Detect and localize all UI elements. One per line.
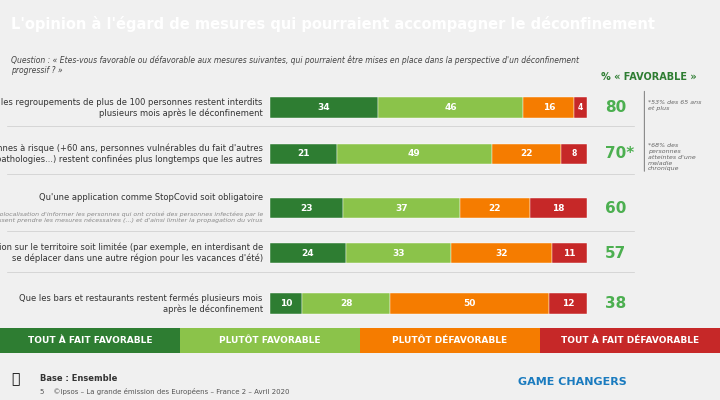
Bar bbox=[492, 144, 562, 164]
Text: Base : Ensemble: Base : Ensemble bbox=[40, 374, 117, 382]
Bar bbox=[302, 294, 390, 314]
Text: 18: 18 bbox=[552, 204, 564, 213]
Text: 70*: 70* bbox=[605, 146, 634, 161]
Text: Qu'une application comme StopCovid soit obligatoire: Qu'une application comme StopCovid soit … bbox=[39, 193, 263, 202]
Bar bbox=[270, 294, 302, 314]
Bar bbox=[0, 328, 180, 353]
Bar bbox=[270, 144, 336, 164]
Bar bbox=[270, 98, 378, 118]
Bar bbox=[523, 98, 574, 118]
Text: 22: 22 bbox=[521, 149, 533, 158]
Text: *68% des
personnes
atteintes d'une
maladie
chronique: *68% des personnes atteintes d'une malad… bbox=[648, 143, 696, 172]
Text: 37: 37 bbox=[395, 204, 408, 213]
Text: 22: 22 bbox=[489, 204, 501, 213]
Text: Que les bars et restaurants restent fermés plusieurs mois
après le déconfinement: Que les bars et restaurants restent ferm… bbox=[19, 293, 263, 314]
Text: 32: 32 bbox=[495, 249, 508, 258]
Text: 5    ©Ipsos – La grande émission des Européens – France 2 – Avril 2020: 5 ©Ipsos – La grande émission des Europé… bbox=[40, 388, 289, 395]
Text: 12: 12 bbox=[562, 299, 574, 308]
Text: 24: 24 bbox=[302, 249, 315, 258]
Text: % « FAVORABLE »: % « FAVORABLE » bbox=[601, 72, 697, 82]
Text: Que les personnes à risque (+60 ans, personnes vulnérables du fait d'autres
path: Que les personnes à risque (+60 ans, per… bbox=[0, 144, 263, 164]
Text: application qui permet grâce à la géolocalisation d'informer les personnes qui o: application qui permet grâce à la géoloc… bbox=[0, 211, 263, 223]
Bar bbox=[530, 198, 587, 218]
Text: TOUT À FAIT DÉFAVORABLE: TOUT À FAIT DÉFAVORABLE bbox=[561, 336, 699, 345]
Text: 10: 10 bbox=[279, 299, 292, 308]
Bar bbox=[343, 198, 460, 218]
Text: 49: 49 bbox=[408, 149, 420, 158]
Bar bbox=[360, 328, 540, 353]
Text: 50: 50 bbox=[464, 299, 476, 308]
Text: 34: 34 bbox=[318, 103, 330, 112]
Bar bbox=[460, 198, 530, 218]
Bar bbox=[378, 98, 523, 118]
Text: 11: 11 bbox=[563, 249, 575, 258]
Text: 57: 57 bbox=[605, 246, 626, 261]
Text: Que les regroupements de plus de 100 personnes restent interdits
plusieurs mois : Que les regroupements de plus de 100 per… bbox=[0, 98, 263, 118]
Text: 👥: 👥 bbox=[11, 372, 19, 386]
Text: GAME CHANGERS: GAME CHANGERS bbox=[518, 378, 627, 387]
Text: Question : « Etes-vous favorable ou défavorable aux mesures suivantes, qui pourr: Question : « Etes-vous favorable ou défa… bbox=[11, 55, 579, 75]
Bar bbox=[270, 198, 343, 218]
Bar bbox=[346, 243, 451, 263]
Text: PLUTÔT DÉFAVORABLE: PLUTÔT DÉFAVORABLE bbox=[392, 336, 508, 345]
Bar bbox=[390, 294, 549, 314]
Bar bbox=[540, 328, 720, 353]
Text: 4: 4 bbox=[578, 103, 583, 112]
Bar bbox=[451, 243, 552, 263]
Text: 38: 38 bbox=[605, 296, 626, 311]
Bar bbox=[336, 144, 492, 164]
Text: 46: 46 bbox=[444, 103, 457, 112]
Text: 16: 16 bbox=[543, 103, 555, 112]
Bar bbox=[180, 328, 360, 353]
Bar bbox=[562, 144, 587, 164]
Text: *53% des 65 ans
et plus: *53% des 65 ans et plus bbox=[648, 100, 701, 111]
Text: 28: 28 bbox=[340, 299, 352, 308]
Bar bbox=[270, 243, 346, 263]
Text: Que la circulation sur le territoire soit limitée (par exemple, en interdisant d: Que la circulation sur le territoire soi… bbox=[0, 243, 263, 263]
Text: 21: 21 bbox=[297, 149, 310, 158]
Text: TOUT À FAIT FAVORABLE: TOUT À FAIT FAVORABLE bbox=[28, 336, 152, 345]
Text: 33: 33 bbox=[392, 249, 405, 258]
Text: PLUTÔT FAVORABLE: PLUTÔT FAVORABLE bbox=[220, 336, 320, 345]
Bar bbox=[574, 98, 587, 118]
Text: 80: 80 bbox=[605, 100, 626, 115]
Text: 8: 8 bbox=[572, 149, 577, 158]
Text: 60: 60 bbox=[605, 201, 626, 216]
Text: L'opinion à l'égard de mesures qui pourraient accompagner le déconfinement: L'opinion à l'égard de mesures qui pourr… bbox=[11, 16, 654, 32]
Bar bbox=[549, 294, 587, 314]
Bar bbox=[552, 243, 587, 263]
Text: 23: 23 bbox=[300, 204, 312, 213]
